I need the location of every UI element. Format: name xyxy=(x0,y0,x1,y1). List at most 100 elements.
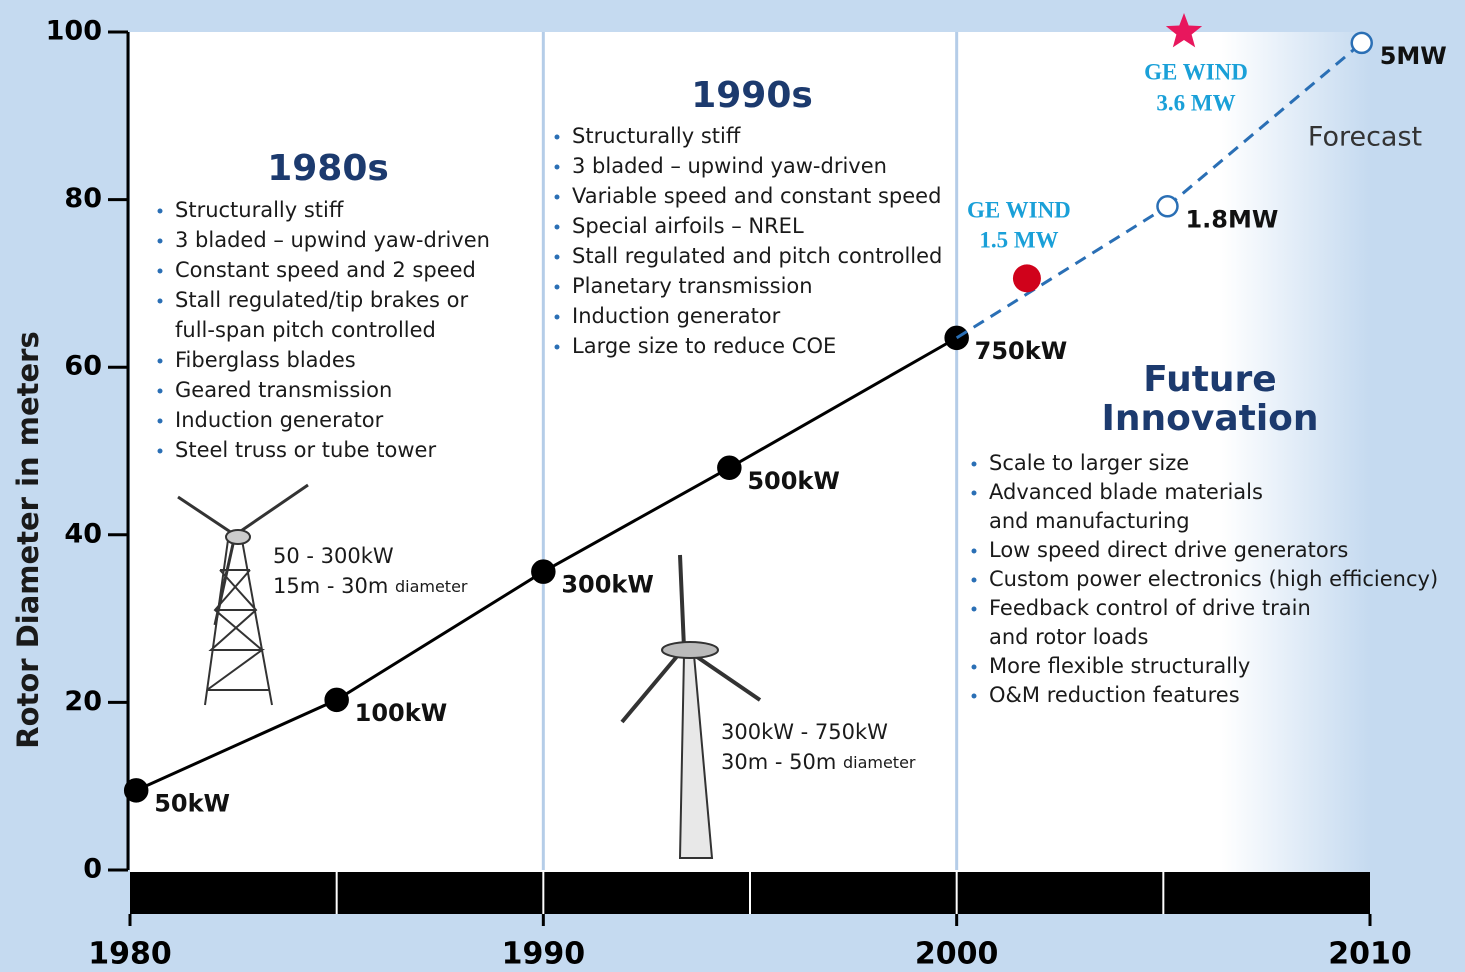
bullet-text: Induction generator xyxy=(175,408,384,432)
lattice-turbine xyxy=(177,483,309,706)
bullet-text: Induction generator xyxy=(572,304,781,328)
bullet-text: 3 bladed – upwind yaw-driven xyxy=(175,228,490,252)
bullet-dot xyxy=(554,194,560,200)
highlight-point xyxy=(1012,264,1041,293)
bullet-dot xyxy=(971,548,977,554)
bullet-dot xyxy=(971,461,977,467)
point-marker xyxy=(324,687,349,713)
y-tick-label: 0 xyxy=(83,854,102,885)
bullet-text: Special airfoils – NREL xyxy=(572,214,804,238)
series-line xyxy=(1166,41,1363,208)
bullet-text: Scale to larger size xyxy=(989,451,1189,475)
plot-area xyxy=(130,32,1370,872)
point-label: 500kW xyxy=(747,467,840,495)
bullet-dot xyxy=(971,664,977,670)
point-label: 1.8MW xyxy=(1185,205,1278,233)
bullet-text: Steel truss or tube tower xyxy=(175,438,436,462)
turbine-label-main: 300kW - 750kW xyxy=(721,720,888,744)
bullet-text: full-span pitch controlled xyxy=(175,318,436,342)
bullet-text: Large size to reduce COE xyxy=(572,334,836,358)
bullet-text: Stall regulated and pitch controlled xyxy=(572,244,942,268)
bullet-text: Structurally stiff xyxy=(572,124,741,148)
x-tick-label: 1990 xyxy=(502,937,586,972)
bullet-text: Low speed direct drive generators xyxy=(989,538,1348,562)
bullet-dot xyxy=(157,268,163,274)
highlight-label: GE WIND xyxy=(1144,59,1248,84)
bullet-text: Variable speed and constant speed xyxy=(572,184,941,208)
series-connector xyxy=(955,205,1169,340)
highlight-label: GE WIND xyxy=(967,198,1071,223)
y-tick-label: 20 xyxy=(64,686,102,717)
era-title: Innovation xyxy=(1101,398,1318,439)
bullet-text: O&M reduction features xyxy=(989,683,1240,707)
bullet-text: Advanced blade materials xyxy=(989,480,1263,504)
bullet-dot xyxy=(157,448,163,454)
turbine-label: 30m - 50m diameter xyxy=(721,750,916,774)
bullet-dot xyxy=(971,490,977,496)
y-tick-label: 80 xyxy=(64,183,102,214)
bullet-text: Fiberglass blades xyxy=(175,348,356,372)
point-marker xyxy=(531,559,556,584)
point-marker xyxy=(1156,195,1179,218)
point-marker xyxy=(717,455,742,481)
point-label: 5MW xyxy=(1380,42,1447,70)
bullet-text: Planetary transmission xyxy=(572,274,813,298)
point-marker xyxy=(123,778,149,803)
y-axis-label: Rotor Diameter in meters xyxy=(11,331,45,749)
bullet-text: Constant speed and 2 speed xyxy=(175,258,476,282)
turbine-label-main: 15m - 30m xyxy=(273,574,395,598)
turbine-label: 50 - 300kW xyxy=(273,544,394,568)
bullet-text: More flexible structurally xyxy=(989,654,1250,678)
bullet-dot xyxy=(554,164,560,170)
turbine-label-main: 30m - 50m xyxy=(721,750,843,774)
x-tick-label: 2000 xyxy=(915,937,999,972)
bullet-dot xyxy=(971,606,977,612)
bullet-dot xyxy=(157,208,163,214)
bullet-dot xyxy=(157,418,163,424)
bullet-text: and manufacturing xyxy=(989,509,1190,533)
turbine-label: 300kW - 750kW xyxy=(721,720,888,744)
y-tick-label: 100 xyxy=(46,16,102,47)
bullet-dot xyxy=(554,224,560,230)
bullet-dot xyxy=(971,577,977,583)
x-tick-label: 1980 xyxy=(88,937,172,972)
bullet-dot xyxy=(157,388,163,394)
bullet-text: Geared transmission xyxy=(175,378,392,402)
highlight-label: 1.5 MW xyxy=(979,228,1058,253)
bullet-dot xyxy=(554,344,560,350)
era-title: Future xyxy=(1143,359,1276,400)
bullet-dot xyxy=(157,358,163,364)
tube-turbine xyxy=(620,554,762,859)
y-tick-label: 60 xyxy=(64,351,102,382)
point-label: 750kW xyxy=(975,337,1068,365)
turbine-label-small: diameter xyxy=(395,577,468,596)
era-title: 1990s xyxy=(691,75,813,116)
x-tick-label: 2010 xyxy=(1328,937,1412,972)
point-label: 300kW xyxy=(561,571,654,599)
bullet-text: Structurally stiff xyxy=(175,198,344,222)
bullet-dot xyxy=(554,284,560,290)
bullet-dot xyxy=(554,134,560,140)
bullet-text: Stall regulated/tip brakes or xyxy=(175,288,468,312)
y-tick-label: 40 xyxy=(64,518,102,549)
bullet-dot xyxy=(971,693,977,699)
bullet-text: Feedback control of drive train xyxy=(989,596,1311,620)
era-title: 1980s xyxy=(267,148,389,189)
turbine-label: 15m - 30m diameter xyxy=(273,574,468,598)
point-label: 50kW xyxy=(154,789,230,817)
bullet-dot xyxy=(554,314,560,320)
bullet-text: 3 bladed – upwind yaw-driven xyxy=(572,154,887,178)
point-marker xyxy=(1350,31,1373,55)
point-label: 100kW xyxy=(355,699,448,727)
turbine-label-small: diameter xyxy=(843,753,916,772)
bullet-text: and rotor loads xyxy=(989,625,1148,649)
bullet-dot xyxy=(157,238,163,244)
bullet-dot xyxy=(554,254,560,260)
bullet-text: Custom power electronics (high efficienc… xyxy=(989,567,1438,591)
turbine-label-main: 50 - 300kW xyxy=(273,544,394,568)
bullet-dot xyxy=(157,298,163,304)
highlight-star xyxy=(1165,13,1203,48)
forecast-label: Forecast xyxy=(1308,122,1422,153)
highlight-label: 3.6 MW xyxy=(1156,90,1235,115)
